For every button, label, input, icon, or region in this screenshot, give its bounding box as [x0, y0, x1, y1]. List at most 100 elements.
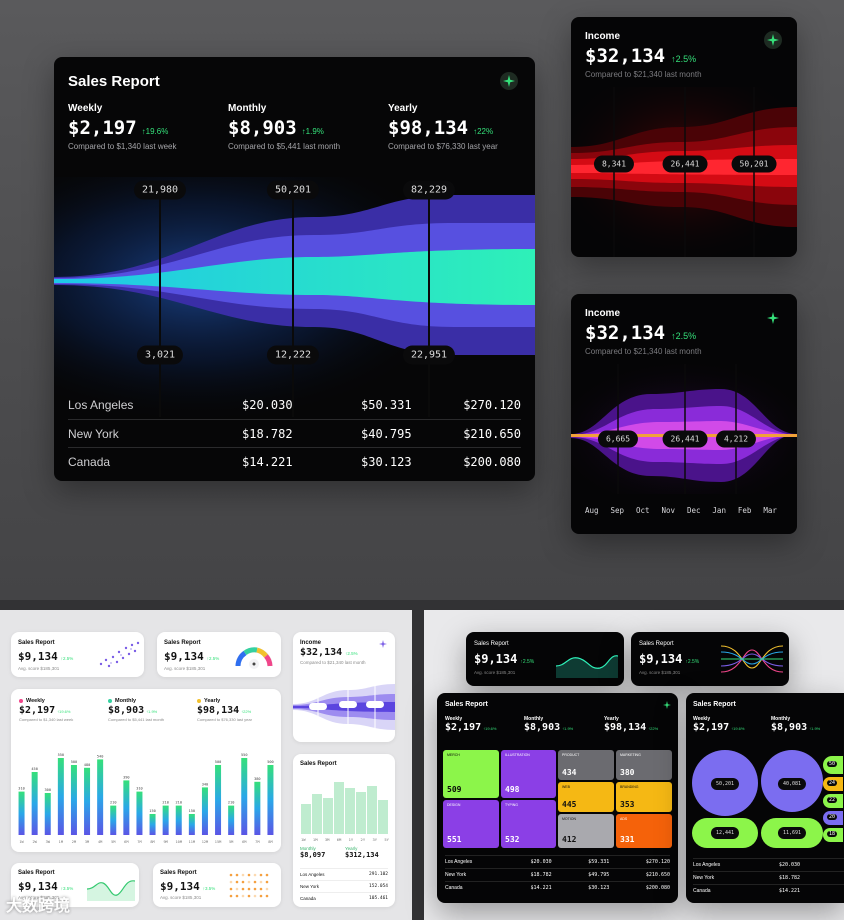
row-monthly: $30.123	[361, 454, 412, 469]
bar-x-label: 11M	[189, 840, 196, 844]
sparkle-icon[interactable]	[767, 312, 779, 324]
bar-x-label: 2M	[72, 840, 77, 844]
income-pill-2: 26,441	[662, 155, 708, 173]
row-city: Los Angeles	[68, 398, 134, 412]
stat-compare: Compared to $1,340 last week	[68, 142, 177, 151]
bar-value-label: 390	[123, 775, 130, 779]
stat-value: $2,197	[68, 117, 137, 139]
bar-value-label: 150	[149, 809, 156, 813]
dark-mini-card-wave: Sales Report $9,134 ↑2.5% Avg. score $18…	[466, 632, 624, 686]
income-pill-1: 8,341	[593, 155, 635, 173]
bar-value-label: 310	[136, 787, 143, 791]
tile[interactable]: WEB 445	[558, 782, 614, 812]
table-row[interactable]: New York $18.782 $49.795 $210.650	[445, 868, 670, 881]
bar-x-label: 7M	[255, 840, 260, 844]
stat-compare: Compared to $5,441 last month	[228, 142, 341, 151]
tile[interactable]: DESIGN 551	[443, 800, 499, 848]
watermark-logo: 大数跨境	[6, 898, 71, 915]
light-bars-card: Weekly $2,197 ↑19.6% Compared to $1,340 l…	[11, 689, 281, 852]
sparkle-icon[interactable]	[379, 640, 387, 648]
table-row[interactable]: New York $18.782	[693, 871, 844, 884]
bar-x-label: 12M	[202, 840, 209, 844]
bar-value-label: 150	[189, 809, 196, 813]
tile[interactable]: MOTION 412	[558, 814, 614, 848]
sparkle-icon[interactable]	[764, 31, 782, 49]
treemap: MERCH 509 ILLUSTRATION 498 PRODUCT 434 M…	[443, 750, 672, 848]
sparkle-icon[interactable]	[500, 72, 518, 90]
flow-pill-bottom-3: 22,951	[402, 345, 456, 365]
flow-pill-bottom-2: 12,222	[266, 345, 320, 365]
income-change: ↑2.5%	[671, 54, 697, 64]
bar-x-label: 8M	[268, 840, 273, 844]
bar	[149, 814, 156, 835]
sparkle-icon[interactable]	[663, 701, 671, 709]
bar-x-label: 7M	[137, 840, 142, 844]
month-label: Feb	[737, 506, 752, 515]
stat-change: ↑19.6%	[141, 127, 169, 136]
income-card-purple: Income $32,134 ↑2.5% Compared to $21,340…	[571, 294, 797, 534]
bar	[57, 758, 64, 835]
tile[interactable]: TYPING 532	[501, 800, 556, 848]
income-pill-3: 4,212	[715, 430, 757, 448]
table-row[interactable]: Los Angeles $20.030 $50.331 $270.120	[68, 391, 521, 419]
bar	[18, 791, 25, 835]
bar-x-label: 6M	[124, 840, 129, 844]
bar	[201, 787, 208, 835]
income-value: $32,134	[585, 45, 666, 67]
tile[interactable]: MARKETING 380	[616, 750, 672, 780]
income-pill-2: 26,441	[662, 430, 708, 448]
bar-value-label: 500	[267, 760, 274, 764]
dark-mini-card-lines: Sales Report $9,134 ↑2.5% Avg. score $18…	[631, 632, 789, 686]
month-label: Jan	[712, 506, 726, 515]
bar-value-label: 210	[228, 801, 235, 805]
month-label: Dec	[686, 506, 701, 515]
bar-x-label: 4M	[98, 840, 103, 844]
tile[interactable]: MERCH 509	[443, 750, 499, 798]
bar-x-label: 5M	[229, 840, 234, 844]
table-row[interactable]: Canada $14.221	[693, 884, 844, 897]
tile[interactable]: BRANDING 353	[616, 782, 672, 812]
bar-x-label: 6M	[242, 840, 247, 844]
light-green-bars-card: Sales Report 1W 1M 3M 6M 1Y 2Y 3Y 5Y Monthly $8…	[293, 754, 395, 907]
dark-grid-card: Sales Report Weekly $2,197 ↑19.6% Monthly…	[437, 693, 678, 903]
bar-x-label: 1M	[59, 840, 64, 844]
bar-chart: 310 1W 450 2W 300 3W 550 1M 500 2M 480 3M 540 4M 210 5M…	[18, 753, 274, 844]
tile[interactable]: ILLUSTRATION 498	[501, 750, 556, 798]
table-row[interactable]: Canada $14.221 $30.123 $200.080	[445, 881, 670, 894]
table-row[interactable]: Los Angeles $20.030 $59.331 $270.120	[445, 855, 670, 868]
bar-value-label: 210	[162, 801, 169, 805]
bar	[123, 780, 130, 835]
row-yearly: $200.080	[463, 454, 521, 469]
bar-x-label: 8M	[150, 840, 155, 844]
stat-label: Monthly	[228, 103, 267, 114]
table-row[interactable]: Los Angeles $20.030	[693, 858, 844, 871]
bar-value-label: 380	[254, 777, 261, 781]
stat-monthly: Monthly $8,903 ↑1.9% Compared to $5,441 …	[228, 103, 340, 151]
stat-label: Weekly	[68, 103, 103, 114]
light-mini-card-dots: Sales Report $9,134 ↑3.5% Avg. score $18…	[153, 863, 281, 907]
tile[interactable]: ADS 331	[616, 814, 672, 848]
bar	[97, 759, 104, 835]
bar-value-label: 500	[215, 760, 222, 764]
bar	[188, 814, 195, 835]
tile[interactable]: PRODUCT 434	[558, 750, 614, 780]
row-yearly: $210.650	[463, 426, 521, 441]
dot-matrix	[229, 873, 269, 898]
stat-value: $98,134	[388, 117, 469, 139]
row-weekly: $18.782	[242, 426, 293, 441]
table-row[interactable]: New York $18.782 $40.795 $210.650	[68, 419, 521, 447]
stat-compare: Compared to $76,330 last year	[388, 142, 498, 151]
flow-pill-top-3: 82,229	[402, 180, 456, 200]
bar	[175, 805, 182, 835]
bar-value-label: 340	[202, 782, 209, 786]
panel-gap	[412, 610, 424, 920]
bar	[84, 767, 91, 835]
table-row[interactable]: Canada $14.221 $30.123 $200.080	[68, 447, 521, 475]
income-card-red: Income $32,134 ↑2.5% Compared to $21,340…	[571, 17, 797, 257]
sales-report-card: Sales Report Weekly $2,197 ↑19.6% Compar…	[54, 57, 535, 481]
income-pill-3: 50,201	[731, 155, 777, 173]
income-flow-purple	[571, 364, 797, 494]
row-monthly: $40.795	[361, 426, 412, 441]
row-city: Canada	[68, 454, 111, 469]
stat-label: Yearly	[388, 103, 418, 114]
